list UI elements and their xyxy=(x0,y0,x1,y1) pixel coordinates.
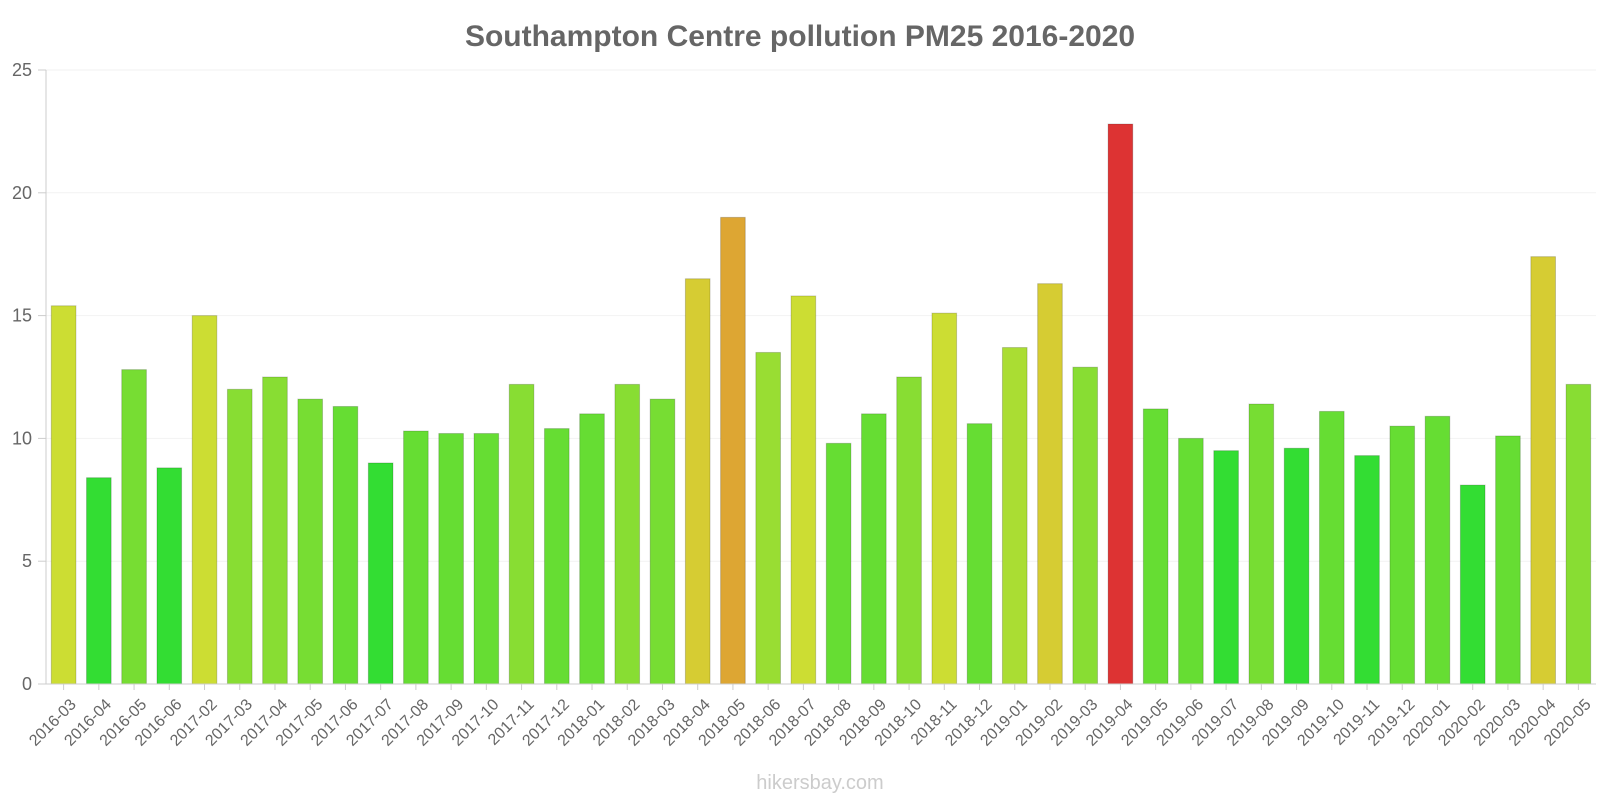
chart-title: Southampton Centre pollution PM25 2016-2… xyxy=(465,20,1135,53)
bar-2017-10[interactable] xyxy=(473,432,500,685)
bar-2019-12[interactable] xyxy=(1389,425,1416,685)
y-tick-label: 20 xyxy=(12,183,32,203)
bar-2018-08[interactable] xyxy=(825,442,852,685)
bar-2018-12[interactable] xyxy=(966,423,993,685)
bar-2017-11[interactable] xyxy=(508,383,535,685)
y-tick-labels: 0 5 10 15 20 25 xyxy=(12,60,46,694)
bar-2019-04[interactable] xyxy=(1107,123,1134,685)
bar-2016-06[interactable] xyxy=(156,467,183,685)
bar-2020-04[interactable] xyxy=(1530,256,1556,685)
bar-2019-07[interactable] xyxy=(1213,450,1239,685)
bar-2019-01[interactable] xyxy=(1001,347,1028,685)
watermark: hikersbay.com xyxy=(756,772,883,794)
bar-2016-04[interactable] xyxy=(86,477,112,685)
bar-2020-02[interactable] xyxy=(1459,484,1486,685)
axes xyxy=(45,70,1596,685)
bar-2020-01[interactable] xyxy=(1424,415,1451,685)
bar-2018-01[interactable] xyxy=(579,413,605,685)
bar-2018-04[interactable] xyxy=(684,278,711,685)
bar-2016-03[interactable] xyxy=(50,305,77,685)
bar-2019-10[interactable] xyxy=(1318,410,1345,685)
bar-2018-05[interactable] xyxy=(720,216,746,685)
bar-2020-05[interactable] xyxy=(1565,383,1592,685)
bar-2018-03[interactable] xyxy=(649,398,676,685)
bar-2018-07[interactable] xyxy=(790,295,817,685)
bar-2017-07[interactable] xyxy=(367,462,394,685)
y-tick-label: 10 xyxy=(12,428,32,448)
bar-2019-03[interactable] xyxy=(1072,366,1099,685)
bar-2019-08[interactable] xyxy=(1248,403,1275,685)
y-tick-label: 0 xyxy=(22,674,32,694)
bar-2020-03[interactable] xyxy=(1495,435,1521,685)
bar-2017-02[interactable] xyxy=(191,315,218,685)
bar-2018-09[interactable] xyxy=(861,413,887,685)
bar-2017-09[interactable] xyxy=(438,432,464,685)
bar-2017-04[interactable] xyxy=(262,376,288,685)
bars xyxy=(50,123,1592,685)
x-tick-labels: 2016-032016-042016-052016-062017-022017-… xyxy=(26,684,1595,750)
bar-2017-05[interactable] xyxy=(297,398,324,685)
bar-2019-02[interactable] xyxy=(1037,283,1063,685)
bar-2017-06[interactable] xyxy=(332,405,359,685)
bar-2019-09[interactable] xyxy=(1283,447,1310,685)
bar-2018-06[interactable] xyxy=(755,351,781,685)
bar-2019-06[interactable] xyxy=(1178,437,1204,685)
bar-2017-03[interactable] xyxy=(226,388,253,685)
bar-2019-05[interactable] xyxy=(1142,408,1169,685)
bar-2018-10[interactable] xyxy=(896,376,922,685)
bar-2017-08[interactable] xyxy=(403,430,429,685)
y-tick-label: 25 xyxy=(12,60,32,80)
bar-2017-12[interactable] xyxy=(543,428,570,685)
bar-2018-02[interactable] xyxy=(614,383,641,685)
bar-2019-11[interactable] xyxy=(1354,455,1380,685)
bar-2016-05[interactable] xyxy=(121,369,147,685)
y-tick-label: 5 xyxy=(22,551,32,571)
y-tick-label: 15 xyxy=(12,306,32,326)
bar-2018-11[interactable] xyxy=(931,312,958,685)
